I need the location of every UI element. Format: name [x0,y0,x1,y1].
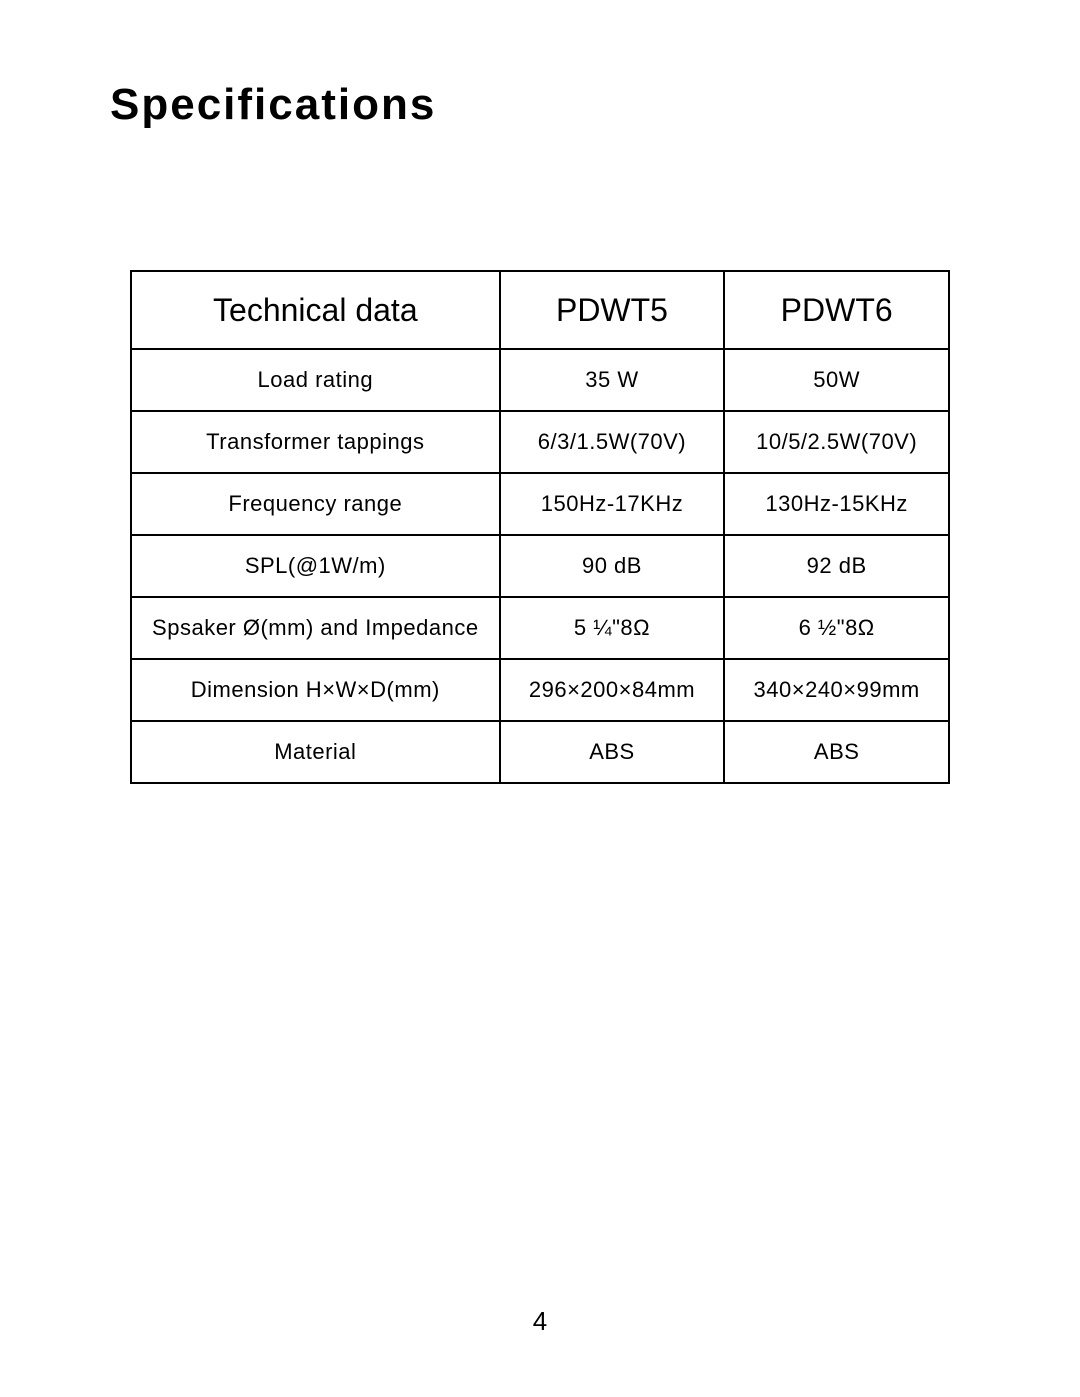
page-number: 4 [0,1306,1080,1337]
row-col1: 90 dB [500,535,725,597]
table-header-row: Technical data PDWT5 PDWT6 [131,271,949,349]
table-row: Transformer tappings 6/3/1.5W(70V) 10/5/… [131,411,949,473]
table-row: Spsaker Ø(mm) and Impedance 5 ¼"8Ω 6 ½"8… [131,597,949,659]
row-col2: 92 dB [724,535,949,597]
row-col2: 6 ½"8Ω [724,597,949,659]
table-row: Frequency range 150Hz-17KHz 130Hz-15KHz [131,473,949,535]
page-title: Specifications [110,80,980,130]
row-label: Material [131,721,500,783]
document-page: Specifications Technical data PDWT5 PDWT… [0,0,1080,1397]
row-label: Frequency range [131,473,500,535]
row-col2: 130Hz-15KHz [724,473,949,535]
header-label: Technical data [131,271,500,349]
row-label: SPL(@1W/m) [131,535,500,597]
table-row: Load rating 35 W 50W [131,349,949,411]
header-col1: PDWT5 [500,271,725,349]
row-col1: 5 ¼"8Ω [500,597,725,659]
row-col2: 50W [724,349,949,411]
row-col1: 35 W [500,349,725,411]
header-col2: PDWT6 [724,271,949,349]
row-col1: 6/3/1.5W(70V) [500,411,725,473]
row-label: Transformer tappings [131,411,500,473]
row-col1: 296×200×84mm [500,659,725,721]
row-col2: 10/5/2.5W(70V) [724,411,949,473]
row-label: Load rating [131,349,500,411]
row-col2: ABS [724,721,949,783]
row-label: Dimension H×W×D(mm) [131,659,500,721]
specifications-table: Technical data PDWT5 PDWT6 Load rating 3… [130,270,950,784]
row-col1: ABS [500,721,725,783]
row-col2: 340×240×99mm [724,659,949,721]
table-row: SPL(@1W/m) 90 dB 92 dB [131,535,949,597]
table-row: Dimension H×W×D(mm) 296×200×84mm 340×240… [131,659,949,721]
row-col1: 150Hz-17KHz [500,473,725,535]
row-label: Spsaker Ø(mm) and Impedance [131,597,500,659]
table-row: Material ABS ABS [131,721,949,783]
